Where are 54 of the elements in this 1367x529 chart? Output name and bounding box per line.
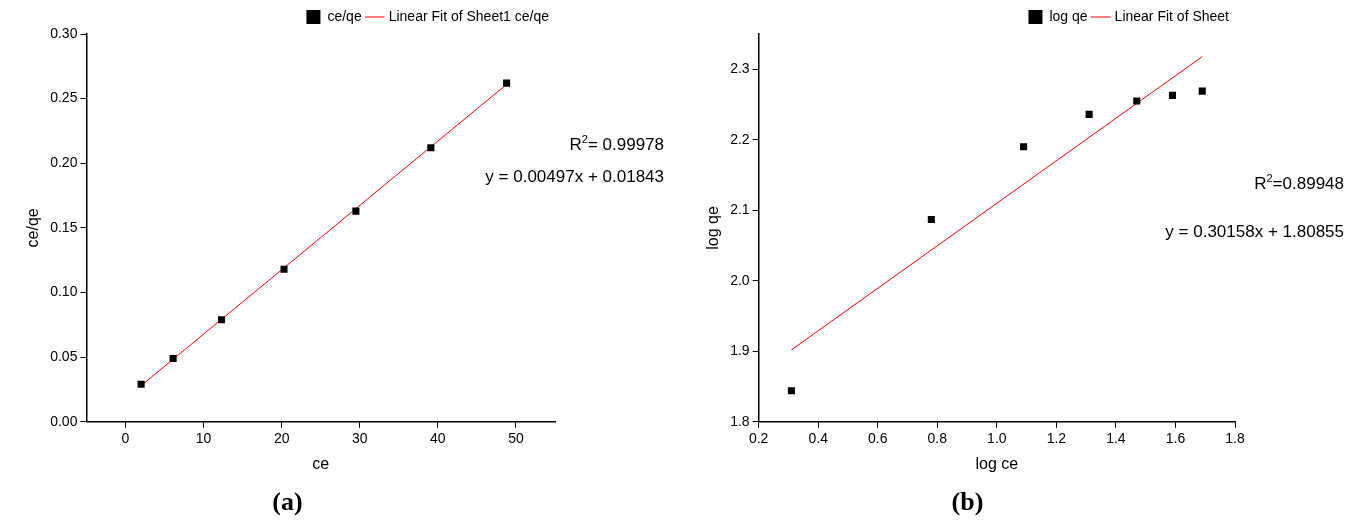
point — [1085, 110, 1093, 118]
point — [427, 144, 435, 152]
x-tick-label: 0.2 — [748, 430, 769, 447]
y-tick-label: 2.3 — [730, 60, 750, 77]
x-tick-label: 40 — [430, 430, 446, 447]
x-tick-label: 10 — [195, 430, 212, 447]
annotation: y = 0.30158x + 1.80855 — [1165, 222, 1345, 242]
y-tick-label: 2.0 — [730, 271, 750, 288]
x-tick-label: 30 — [351, 430, 368, 447]
point — [1133, 97, 1141, 105]
y-tick-label: 0.30 — [50, 24, 78, 41]
y-tick-label: 0.20 — [50, 154, 78, 171]
point — [1020, 143, 1028, 151]
legend-label: ce/qe — [327, 7, 362, 24]
x-tick-label: 0.6 — [868, 430, 888, 447]
point — [927, 215, 935, 223]
y-tick-label: 0.00 — [50, 412, 78, 429]
y-tick-label: 0.15 — [50, 218, 78, 235]
y-axis-title: log qe — [704, 206, 722, 250]
y-tick-label: 1.9 — [730, 342, 750, 359]
y-tick-label: 0.10 — [50, 283, 78, 300]
point — [787, 387, 795, 395]
y-tick-label: 0.25 — [50, 89, 78, 106]
x-axis-title: log ce — [975, 454, 1019, 472]
point — [218, 316, 226, 324]
point — [1198, 87, 1206, 95]
x-tick-label: 0 — [121, 430, 130, 447]
legend-label: Linear Fit of Sheet1 ce/qe — [388, 7, 550, 24]
x-tick-label: 1.4 — [1106, 430, 1126, 447]
x-tick-label: 0.4 — [808, 430, 829, 447]
x-tick-label: 1.2 — [1046, 430, 1067, 447]
y-tick-label: 1.8 — [730, 412, 750, 429]
x-tick-label: 1.6 — [1165, 430, 1186, 447]
x-tick-label: 50 — [508, 430, 524, 447]
point — [352, 207, 360, 215]
legend-label: Linear Fit of Sheet — [1114, 7, 1230, 24]
x-axis-title: ce — [312, 454, 330, 472]
x-tick-label: 0.8 — [927, 430, 948, 447]
y-tick-label: 2.1 — [730, 201, 750, 218]
point — [137, 380, 145, 388]
annotation: y = 0.00497x + 0.01843 — [485, 167, 665, 187]
y-axis-title: ce/qe — [24, 208, 42, 248]
text: (b) — [951, 487, 984, 517]
y-tick-label: 2.2 — [730, 130, 750, 147]
x-tick-label: 1.8 — [1225, 430, 1245, 447]
text: (a) — [272, 487, 303, 517]
point — [280, 265, 288, 273]
legend-label: log qe — [1049, 7, 1088, 24]
point — [503, 79, 511, 87]
x-tick-label: 1.0 — [987, 430, 1007, 447]
point — [1168, 91, 1177, 99]
x-tick-label: 20 — [273, 430, 290, 447]
point — [169, 354, 177, 362]
y-tick-label: 0.05 — [50, 348, 78, 365]
